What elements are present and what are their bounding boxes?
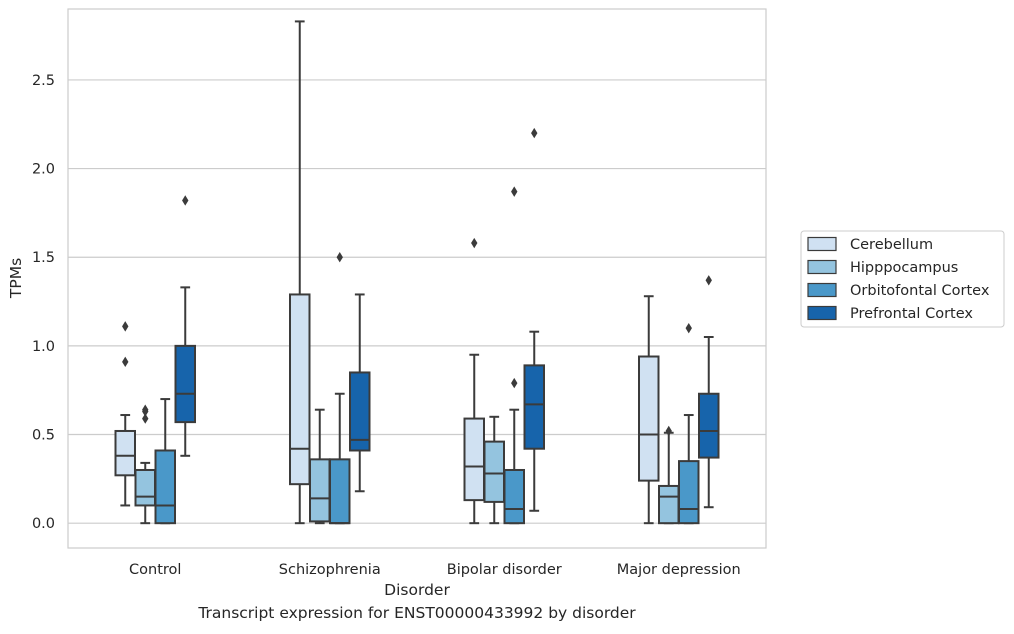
outlier-point: [122, 356, 129, 368]
box: [483, 440, 505, 503]
outlier-point: [142, 413, 149, 424]
outlier-point: [685, 322, 692, 334]
x-tick-label: Control: [129, 562, 181, 578]
box: [174, 344, 196, 424]
x-tick-label: Bipolar disorder: [447, 562, 562, 578]
box-group: [309, 408, 331, 525]
y-tick-label: 1.5: [32, 250, 55, 266]
box: [114, 429, 136, 477]
figure-caption: Transcript expression for ENST0000043399…: [198, 604, 636, 622]
box-group: [329, 252, 351, 525]
y-tick-labels: 0.0 0.5 1.0 1.5 2.0 2.5: [32, 73, 55, 532]
outlier-point: [182, 195, 189, 206]
outlier-point: [142, 404, 149, 415]
boxes: [114, 20, 720, 525]
box: [698, 392, 720, 459]
box: [503, 468, 525, 525]
box: [309, 458, 331, 523]
legend-swatch: [807, 236, 837, 252]
box-group: [678, 322, 700, 525]
legend: Cerebellum Hipppocampus Orbitofontal Corte…: [800, 230, 1005, 328]
outlier-point: [336, 252, 343, 263]
box-group: [463, 237, 485, 525]
x-tick-label: Major depression: [617, 562, 741, 578]
box-group: [523, 127, 545, 512]
outlier-point: [705, 275, 712, 286]
outlier-point: [511, 186, 518, 197]
box: [349, 371, 371, 452]
y-tick-label: 2.5: [32, 73, 55, 89]
legend-label: Orbitofontal Cortex: [850, 283, 990, 299]
box-plot-chart: 0.0 0.5 1.0 1.5 2.0 2.5 Control Schizophrenia B…: [7, 8, 1005, 599]
box: [134, 468, 156, 507]
outlier-point: [122, 321, 129, 332]
box-group: [698, 275, 720, 509]
legend-label: Prefrontal Cortex: [850, 306, 973, 322]
legend-label: Cerebellum: [850, 237, 933, 253]
box-group: [349, 293, 371, 493]
box-group: [483, 415, 505, 525]
box: [658, 484, 680, 525]
outlier-point: [665, 425, 672, 437]
x-tick-labels: Control Schizophrenia Bipolar disorder Majo…: [129, 562, 741, 578]
x-axis-title: Disorder: [384, 581, 450, 599]
box: [329, 458, 351, 525]
x-tick-label: Schizophrenia: [279, 562, 381, 578]
outlier-point: [471, 237, 478, 249]
box-group: [503, 186, 525, 525]
box: [638, 355, 660, 482]
box-group: [638, 295, 660, 525]
outlier-point: [511, 377, 518, 389]
box: [289, 293, 311, 486]
legend-frame: [800, 230, 1005, 328]
y-tick-label: 1.0: [32, 339, 55, 355]
legend-swatch: [807, 305, 837, 321]
box: [678, 460, 700, 525]
legend-label: Hipppocampus: [850, 260, 958, 276]
box: [154, 449, 176, 525]
box-group: [658, 425, 680, 525]
box-group: [174, 195, 196, 457]
box-group: [289, 20, 311, 525]
legend-swatch: [807, 282, 837, 298]
box-group: [134, 404, 156, 525]
plot-frame: [67, 8, 767, 549]
legend-swatch: [807, 259, 837, 275]
y-axis-title: TPMs: [7, 258, 25, 299]
box: [523, 364, 545, 450]
y-tick-label: 0.5: [32, 428, 55, 444]
box-group: [114, 321, 136, 507]
outlier-point: [531, 127, 538, 139]
box: [463, 417, 485, 502]
y-tick-label: 0.0: [32, 516, 55, 532]
box-group: [154, 398, 176, 525]
y-tick-label: 2.0: [32, 162, 55, 178]
